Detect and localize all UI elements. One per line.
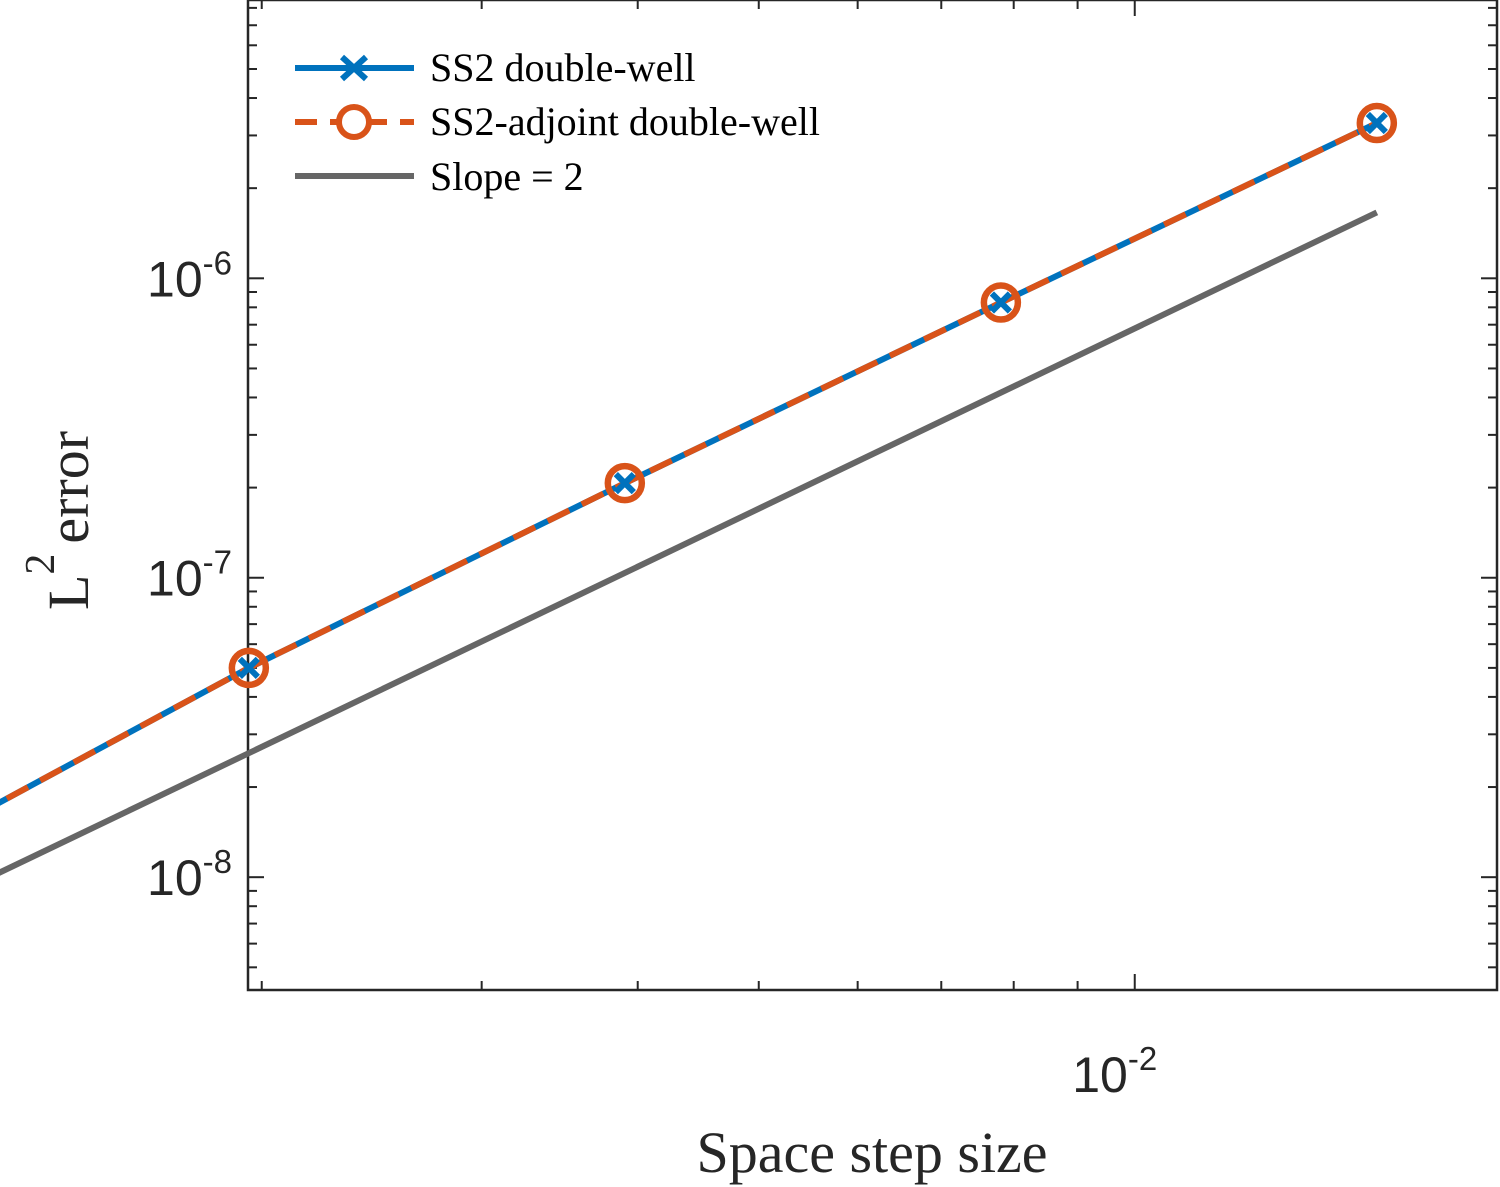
data-point-x — [989, 291, 1013, 314]
y-axis-title-base: L — [36, 575, 101, 610]
axis-ticks — [248, 0, 1497, 990]
tick-labels: 10-8 10-7 10-6 10-2 — [147, 244, 1157, 1103]
series-line-2 — [0, 209, 1379, 876]
legend-item-slope: Slope = 2 — [295, 154, 584, 199]
legend-x-marker-icon — [339, 54, 369, 82]
data-point-circle — [604, 462, 646, 504]
x-axis-title: Space step size — [696, 1120, 1047, 1185]
legend-item-ss2: SS2 double-well — [295, 45, 696, 90]
legend-item-ss2-adjoint: SS2-adjoint double-well — [295, 99, 820, 144]
legend-label-ss2-adjoint: SS2-adjoint double-well — [430, 99, 820, 144]
legend-circle-marker-icon — [336, 104, 372, 140]
data-point-circle — [1356, 102, 1398, 144]
axes-box — [246, 0, 1499, 992]
y-tick-label: 10-6 — [147, 244, 232, 307]
x-tick-label: 10-2 — [1072, 1040, 1157, 1103]
series-group — [0, 102, 1398, 876]
data-point-circle — [228, 647, 270, 689]
y-tick-label: 10-7 — [147, 544, 232, 607]
data-point-x — [1365, 111, 1388, 135]
y-axis-title: L2 error — [18, 431, 101, 610]
legend: SS2 double-well SS2-adjoint double-well … — [295, 45, 820, 199]
y-tick-label: 10-8 — [147, 843, 232, 906]
y-axis-title-word: error — [36, 431, 101, 544]
y-axis-title-text: L2 error — [18, 431, 101, 610]
data-point-circle — [980, 282, 1022, 323]
legend-label-ss2: SS2 double-well — [430, 45, 696, 90]
legend-label-slope: Slope = 2 — [430, 154, 584, 199]
data-point-x — [613, 472, 636, 495]
y-axis-title-superscript: 2 — [18, 554, 64, 575]
plot-area — [0, 0, 1499, 992]
data-point-x — [237, 656, 260, 680]
